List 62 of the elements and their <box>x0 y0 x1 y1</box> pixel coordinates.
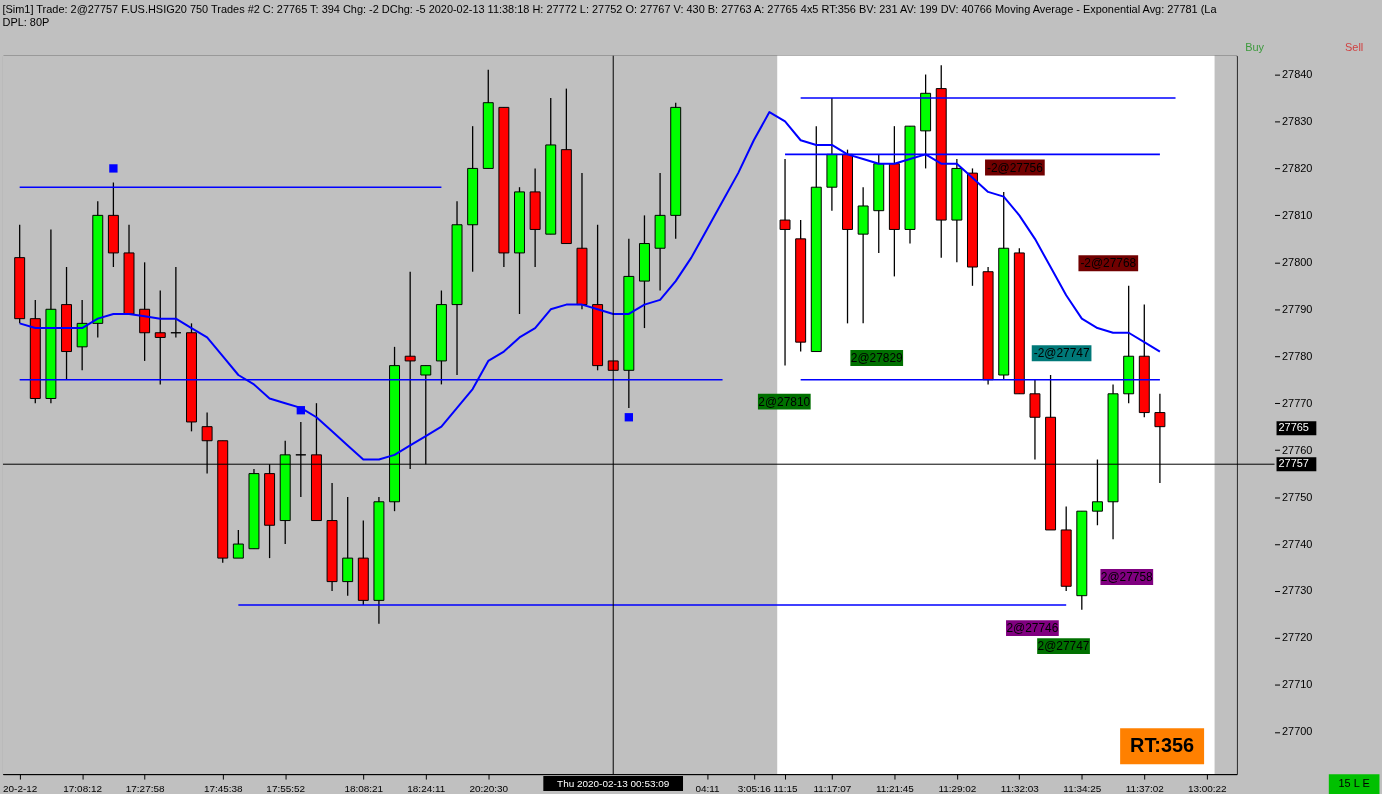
point <box>296 406 305 415</box>
candlestick <box>1029 379 1041 461</box>
y-tick-label: 27820 <box>1282 161 1313 174</box>
annotation: -2@27768 <box>1080 256 1137 271</box>
candlestick <box>154 289 166 386</box>
annotation: -2@27756 <box>986 160 1044 175</box>
x-tick-label: 17:55:52 <box>266 782 306 794</box>
y-tick-label: 27740 <box>1282 537 1313 550</box>
text: Sell <box>1345 40 1364 53</box>
ref-line-label: 27757 <box>1278 457 1309 470</box>
y-tick-label: 27750 <box>1282 490 1313 503</box>
x-tick-label: 18:24:11 <box>407 782 446 794</box>
annotation: 2@27747 <box>1037 639 1090 654</box>
candlestick <box>139 261 151 362</box>
candlestick <box>170 266 182 339</box>
y-tick-label: 27700 <box>1282 725 1313 738</box>
x-tick-label: 3:05:16 <box>737 782 772 794</box>
candlestick <box>779 158 791 367</box>
x-tick-label: 17:27:58 <box>125 782 165 794</box>
x-tick-label: 11:37:02 <box>1125 782 1165 794</box>
annotation: 2@27810 <box>758 394 811 409</box>
x-tick-label: 13:00:22 <box>1187 782 1228 794</box>
y-tick-label: 27720 <box>1282 631 1313 644</box>
y-tick-label: 27730 <box>1282 584 1313 597</box>
annotation: 2@27746 <box>1006 621 1059 636</box>
x-tick-label: 11:17:07 <box>813 782 852 794</box>
y-tick-label: 27780 <box>1282 349 1313 362</box>
x-tick-label: 20-2-12 <box>3 782 38 794</box>
y-tick-label: 27770 <box>1282 396 1313 409</box>
x-tick-label: 11:34:25 <box>1063 782 1102 794</box>
y-tick-label: 27760 <box>1282 443 1313 456</box>
y-tick-label: 27800 <box>1282 255 1313 268</box>
x-tick-label: 11:29:02 <box>938 782 977 794</box>
point <box>624 413 633 422</box>
candlestick <box>342 496 354 597</box>
x-tick-label: 18:08:21 <box>344 782 384 794</box>
chart-title: [Sim1] Trade: 2@27757 F.US.HSIG20 750 Trades #2 C: 27765 T: 394 Chg: -2 DChg: -5 2020-02-13 11:38:18 H: 27772 L: 27752 O: 27767 V: 430 B: 27763 A: 27765 4x5 RT:356 BV: 231 AV: 199 DV: 40766 Moving Average - Exponential Avg: 27781 (La <box>2 2 1218 15</box>
annotation: RT:356 <box>1130 734 1195 757</box>
line-series <box>18 111 1161 461</box>
text: Buy <box>1245 40 1265 53</box>
text: 27765 <box>1278 421 1309 434</box>
x-tick-label: 11:15 <box>773 782 799 794</box>
x-tick-label: 11:21:45 <box>875 782 915 794</box>
candlestick <box>232 529 244 559</box>
text: 15 L E <box>1338 777 1370 790</box>
x-tick-label: 11:32:03 <box>1000 782 1040 794</box>
y-tick-label: 27840 <box>1282 68 1313 80</box>
y-tick-label: 27710 <box>1282 678 1313 691</box>
annotation: -2@27747 <box>1033 346 1090 361</box>
chart-subtitle: DPL: 80P <box>2 15 50 28</box>
x-tick-label: 04:11 <box>695 782 720 794</box>
y-tick-label: 27830 <box>1282 114 1313 127</box>
candlestick <box>76 299 88 371</box>
y-tick-label: 27810 <box>1282 208 1313 221</box>
y-tick-label: 27790 <box>1282 302 1313 315</box>
x-tick-label: 17:45:38 <box>203 782 244 794</box>
annotation: 2@27829 <box>850 351 904 366</box>
point <box>109 164 118 173</box>
x-tick-label: 17:08:12 <box>63 782 103 794</box>
x-tick-label: 20:20:30 <box>469 782 509 794</box>
x-tick-label: Thu 2020-02-13 00:53:09 <box>557 778 670 790</box>
annotation: 2@27758 <box>1100 569 1154 584</box>
